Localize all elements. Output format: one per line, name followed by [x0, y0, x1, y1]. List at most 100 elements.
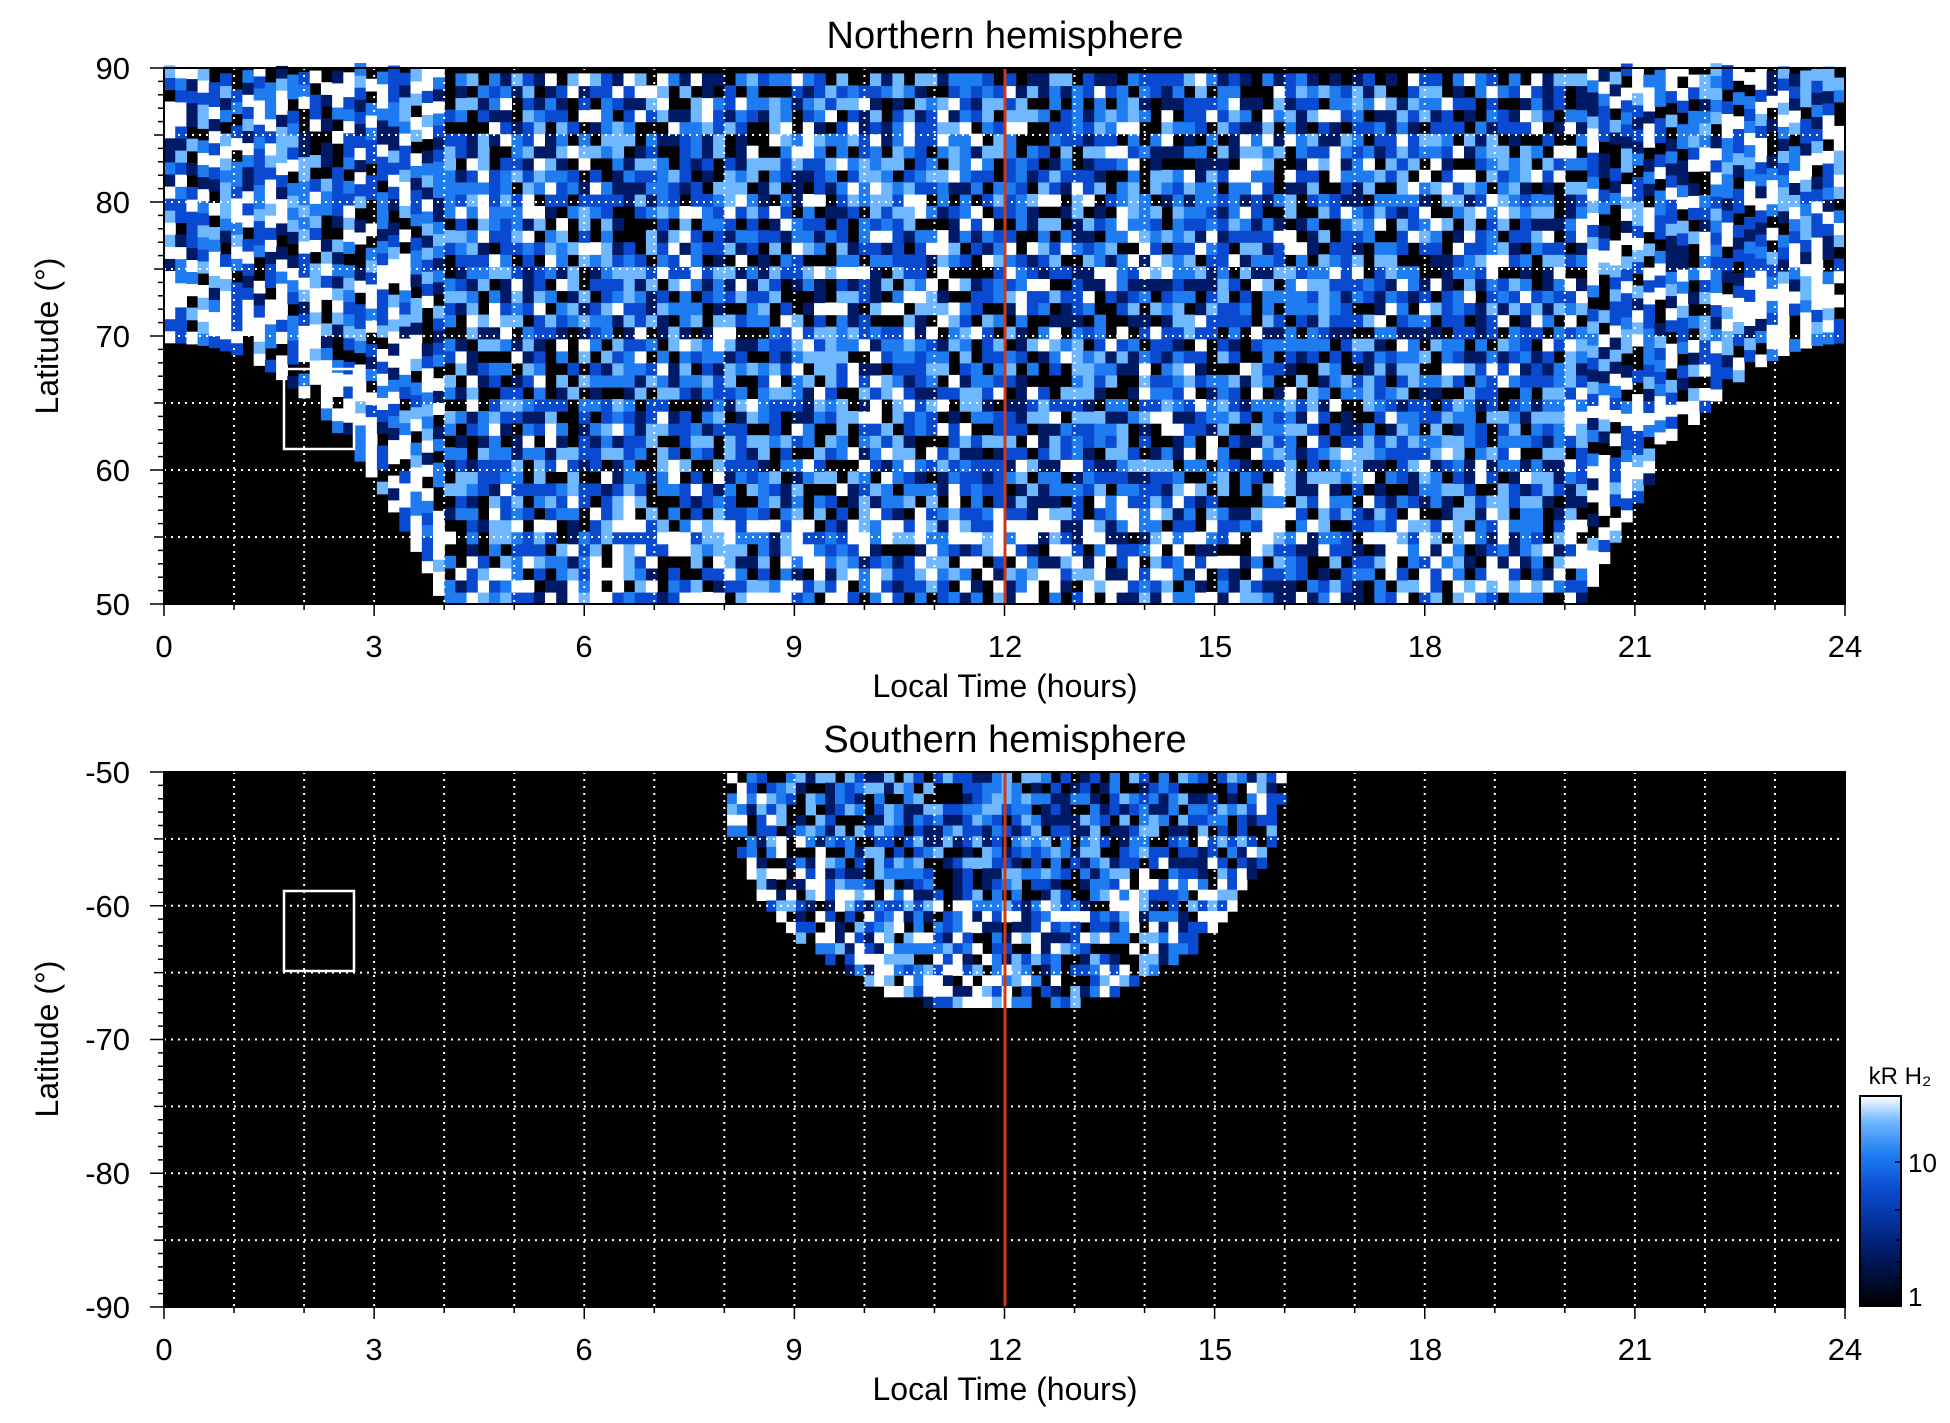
emission-cell	[756, 836, 767, 848]
emission-cell	[959, 218, 972, 231]
emission-cell	[1228, 206, 1241, 219]
emission-cell	[982, 73, 994, 87]
emission-cell	[1273, 399, 1286, 412]
emission-cell	[197, 140, 210, 153]
emission-cell	[836, 483, 849, 497]
emission-cell	[1340, 254, 1353, 267]
emission-cell	[870, 157, 882, 171]
emission-cell	[791, 543, 804, 557]
emission-cell	[1217, 169, 1230, 183]
emission-cell	[825, 374, 837, 388]
emission-cell	[1385, 278, 1398, 292]
emission-cell	[1475, 471, 1487, 484]
emission-cell	[645, 555, 658, 569]
emission-cell	[1407, 230, 1420, 243]
emission-cell	[746, 411, 759, 424]
emission-cell	[1374, 399, 1387, 412]
emission-cell	[1464, 194, 1476, 207]
emission-cell	[1620, 256, 1633, 270]
emission-cell	[814, 290, 826, 304]
emission-cell	[679, 230, 692, 243]
emission-cell	[365, 416, 378, 430]
emission-cell	[1329, 459, 1342, 472]
emission-cell	[589, 314, 602, 328]
emission-cell	[556, 266, 568, 279]
emission-cell	[1374, 531, 1387, 545]
emission-cell	[455, 290, 468, 304]
emission-cell	[164, 294, 176, 308]
emission-cell	[489, 290, 501, 304]
emission-cell	[287, 146, 300, 160]
emission-cell	[164, 318, 176, 332]
emission-cell	[1665, 283, 1678, 297]
emission-cell	[1049, 411, 1062, 424]
emission-cell	[1004, 507, 1017, 521]
emission-cell	[399, 446, 412, 460]
emission-cell	[1732, 164, 1745, 178]
emission-cell	[410, 153, 423, 166]
emission-cell	[847, 411, 860, 424]
emission-cell	[376, 409, 389, 422]
emission-cell	[1732, 128, 1745, 142]
emission-cell	[802, 555, 815, 569]
emission-cell	[455, 218, 468, 231]
emission-cell	[1071, 447, 1084, 460]
emission-cell	[758, 266, 770, 279]
emission-cell	[1127, 507, 1140, 521]
emission-cell	[690, 579, 703, 593]
emission-cell	[758, 567, 770, 581]
emission-cell	[500, 133, 512, 147]
emission-cell	[959, 543, 972, 557]
emission-cell	[1710, 135, 1723, 149]
emission-cell	[735, 230, 748, 243]
emission-cell	[903, 386, 916, 400]
emission-cell	[1665, 259, 1678, 272]
emission-cell	[253, 280, 266, 294]
emission-cell	[746, 519, 759, 533]
emission-cell	[477, 278, 490, 292]
emission-cell	[1340, 230, 1353, 243]
emission-cell	[1486, 133, 1499, 147]
emission-cell	[1217, 254, 1230, 267]
emission-cell	[1060, 338, 1073, 352]
emission-cell	[623, 121, 636, 135]
emission-cell	[1172, 531, 1185, 545]
emission-cell	[1385, 242, 1398, 255]
emission-cell	[645, 145, 658, 159]
emission-cell	[1475, 314, 1487, 328]
emission-cell	[1609, 397, 1622, 410]
emission-cell	[1452, 507, 1465, 521]
emission-cell	[1789, 339, 1801, 352]
emission-cell	[735, 290, 748, 304]
emission-cell	[1721, 161, 1734, 175]
emission-cell	[1464, 254, 1476, 267]
emission-cell	[858, 133, 871, 147]
emission-cell	[545, 519, 557, 533]
emission-cell	[1082, 109, 1095, 123]
emission-cell	[1150, 567, 1162, 581]
emission-cell	[1127, 411, 1140, 424]
emission-cell	[455, 567, 468, 581]
emission-cell	[836, 314, 849, 328]
emission-cell	[253, 63, 266, 77]
emission-cell	[500, 555, 512, 569]
emission-cell	[1094, 97, 1106, 111]
emission-cell	[287, 327, 300, 341]
emission-cell	[533, 326, 546, 340]
emission-cell	[914, 362, 927, 376]
emission-cell	[690, 423, 703, 436]
emission-cell	[455, 109, 468, 123]
emission-cell	[1632, 104, 1644, 118]
emission-cell	[727, 814, 738, 827]
emission-cell	[645, 567, 658, 581]
emission-cell	[466, 386, 479, 400]
emission-cell	[466, 374, 479, 388]
emission-cell	[1206, 386, 1218, 400]
emission-cell	[1060, 290, 1073, 304]
emission-cell	[1688, 195, 1700, 208]
emission-cell	[477, 338, 490, 352]
emission-cell	[657, 302, 669, 316]
emission-cell	[1688, 159, 1700, 172]
emission-cell	[825, 109, 837, 123]
emission-cell	[668, 471, 681, 484]
